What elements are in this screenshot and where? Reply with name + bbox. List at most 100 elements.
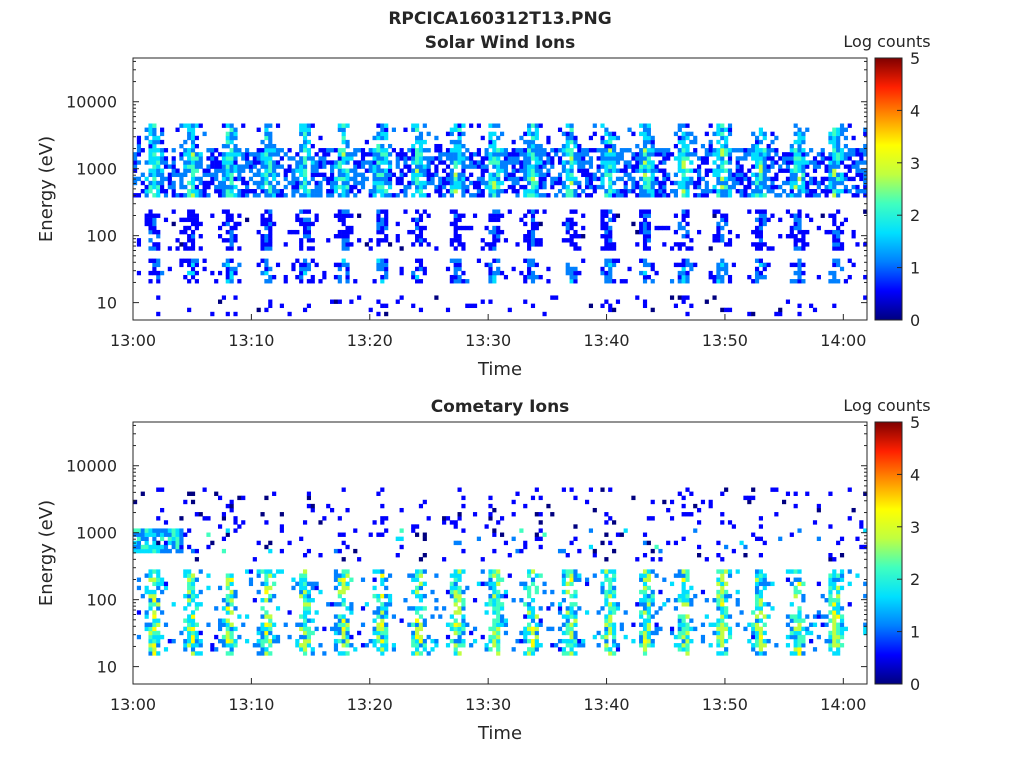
heatmap-cell	[523, 176, 528, 182]
heatmap-cell	[720, 180, 725, 186]
heatmap-cell	[839, 131, 845, 137]
heatmap-cell	[175, 238, 180, 243]
heatmap-cell	[720, 238, 725, 243]
heatmap-cell	[302, 651, 308, 656]
heatmap-cell	[712, 234, 717, 239]
heatmap-cell	[681, 184, 686, 190]
heatmap-cell	[291, 184, 296, 190]
heatmap-cell	[778, 307, 783, 313]
heatmap-cell	[615, 532, 621, 537]
heatmap-cell	[530, 225, 536, 231]
heatmap-cell	[434, 246, 439, 251]
heatmap-cell	[685, 176, 690, 182]
heatmap-cell	[530, 610, 536, 615]
heatmap-cell	[538, 520, 543, 525]
heatmap-cell	[187, 131, 192, 137]
heatmap-cell	[302, 160, 308, 165]
heatmap-cell	[496, 593, 501, 599]
heatmap-cell	[140, 544, 145, 550]
heatmap-cell	[828, 180, 833, 186]
heatmap-cell	[364, 602, 369, 607]
heatmap-cell	[306, 593, 311, 599]
heatmap-cell	[592, 573, 597, 578]
heatmap-cell	[608, 516, 613, 521]
heatmap-cell	[295, 217, 300, 223]
heatmap-cell	[832, 270, 837, 276]
heatmap-cell	[604, 589, 609, 595]
heatmap-cell	[754, 246, 760, 251]
heatmap-cell	[492, 148, 497, 153]
heatmap-cell	[442, 152, 447, 157]
heatmap-cell	[152, 598, 157, 603]
heatmap-cell	[592, 184, 597, 190]
heatmap-cell	[264, 143, 269, 149]
heatmap-cell	[836, 234, 841, 239]
heatmap-cell	[171, 540, 176, 546]
heatmap-cell	[577, 193, 582, 198]
heatmap-cell	[500, 270, 505, 276]
heatmap-cell	[237, 148, 242, 153]
heatmap-cell	[380, 266, 385, 272]
heatmap-cell	[565, 573, 570, 578]
heatmap-cell	[229, 180, 234, 186]
heatmap-cell	[569, 168, 574, 173]
heatmap-cell	[148, 143, 153, 149]
heatmap-cell	[751, 152, 756, 157]
heatmap-cell	[727, 131, 733, 137]
heatmap-cell	[229, 156, 234, 161]
heatmap-cell	[581, 152, 586, 157]
heatmap-cell	[503, 622, 509, 627]
heatmap-cell	[527, 152, 532, 157]
heatmap-cell	[484, 148, 489, 153]
heatmap-cell	[612, 589, 617, 595]
heatmap-cell	[484, 262, 489, 268]
heatmap-cell	[337, 184, 342, 190]
heatmap-cell	[318, 164, 323, 169]
heatmap-cell	[465, 303, 470, 309]
heatmap-cell	[747, 638, 752, 644]
heatmap-cell	[793, 184, 798, 190]
heatmap-cell	[476, 184, 481, 190]
heatmap-cell	[758, 638, 763, 644]
heatmap-cell	[604, 577, 609, 582]
heatmap-cell	[302, 172, 308, 178]
heatmap-cell	[677, 573, 682, 578]
heatmap-cell	[546, 193, 551, 198]
heatmap-cell	[635, 184, 640, 190]
heatmap-cell	[152, 258, 157, 263]
heatmap-cell	[727, 279, 733, 284]
heatmap-cell	[318, 180, 323, 186]
heatmap-cell	[372, 630, 377, 636]
heatmap-cell	[778, 311, 783, 317]
heatmap-cell	[426, 131, 431, 137]
heatmap-cell	[716, 262, 721, 268]
heatmap-cell	[496, 606, 501, 611]
heatmap-cell	[600, 246, 605, 251]
heatmap-cell	[376, 131, 381, 137]
heatmap-cell	[631, 152, 636, 157]
heatmap-cell	[503, 148, 509, 153]
heatmap-cell	[279, 303, 284, 309]
heatmap-cell	[167, 266, 172, 272]
heatmap-cell	[816, 610, 821, 615]
heatmap-cell	[237, 262, 242, 268]
heatmap-cell	[302, 234, 308, 239]
heatmap-cell	[241, 156, 246, 161]
heatmap-cell	[685, 209, 690, 214]
heatmap-cell	[376, 209, 381, 214]
heatmap-cell	[202, 189, 207, 194]
heatmap-cell	[654, 152, 659, 157]
heatmap-cell	[449, 168, 454, 173]
heatmap-cell	[859, 176, 864, 182]
heatmap-cell	[225, 258, 230, 263]
heatmap-cell	[642, 234, 648, 239]
heatmap-cell	[237, 634, 242, 640]
heatmap-cell	[669, 246, 675, 251]
heatmap-cell	[194, 258, 199, 263]
heatmap-cell	[314, 193, 319, 198]
heatmap-cell	[156, 311, 161, 317]
heatmap-cell	[527, 647, 532, 652]
heatmap-cell	[523, 189, 528, 194]
heatmap-cell	[642, 598, 648, 603]
heatmap-cell	[306, 217, 311, 223]
